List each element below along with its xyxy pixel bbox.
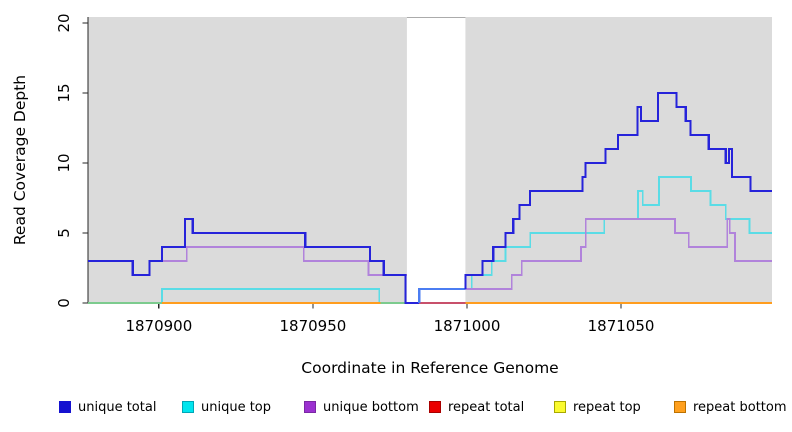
x-tick-label: 1871000 bbox=[434, 317, 501, 335]
series-unique-bottom bbox=[464, 218, 772, 290]
legend-swatch-repeat-top bbox=[554, 401, 566, 413]
x-tick-label: 1870900 bbox=[125, 317, 192, 335]
legend-swatch-unique-bottom bbox=[304, 401, 316, 413]
legend-label-unique-top: unique top bbox=[201, 399, 272, 415]
legend-swatch-unique-top bbox=[182, 401, 194, 413]
y-tick-label: 20 bbox=[55, 13, 73, 32]
y-tick-label: 15 bbox=[55, 83, 73, 102]
legend-label-unique-total: unique total bbox=[78, 399, 157, 415]
legend-label-unique-bottom: unique bottom bbox=[323, 399, 419, 415]
legend-label-repeat-top: repeat top bbox=[573, 399, 641, 415]
x-axis-title: Coordinate in Reference Genome bbox=[301, 359, 558, 377]
legend-swatch-repeat-bottom bbox=[674, 401, 686, 413]
legend-swatch-repeat-total bbox=[429, 401, 441, 413]
legend-label-repeat-total: repeat total bbox=[448, 399, 525, 415]
y-tick-label: 5 bbox=[55, 228, 73, 238]
x-tick-label: 1871050 bbox=[588, 317, 655, 335]
series-unique-total bbox=[88, 217, 420, 305]
series-unique-total bbox=[464, 91, 772, 289]
masked-region-band bbox=[406, 17, 466, 303]
legend-item-unique-top: unique top bbox=[182, 400, 271, 414]
legend-item-unique-total: unique total bbox=[59, 400, 156, 414]
legend-item-unique-bottom: unique bottom bbox=[304, 400, 419, 414]
legend-swatch-unique-total bbox=[59, 401, 71, 413]
generated-plot-layers: 0 5 10 15 20 1870900 1870950 1871000 1871050 bbox=[55, 13, 772, 335]
y-tick-label: 10 bbox=[55, 153, 73, 172]
legend-item-repeat-top: repeat top bbox=[554, 400, 641, 414]
series-unique-bottom bbox=[161, 246, 407, 276]
y-tick-label: 0 bbox=[55, 298, 73, 308]
legend-item-repeat-total: repeat total bbox=[429, 400, 524, 414]
series-unique-total bbox=[418, 287, 466, 303]
x-tick-label: 1870950 bbox=[280, 317, 347, 335]
y-axis-title: Read Coverage Depth bbox=[11, 75, 29, 245]
legend-label-repeat-bottom: repeat bottom bbox=[693, 399, 787, 415]
legend-item-repeat-bottom: repeat bottom bbox=[674, 400, 787, 414]
